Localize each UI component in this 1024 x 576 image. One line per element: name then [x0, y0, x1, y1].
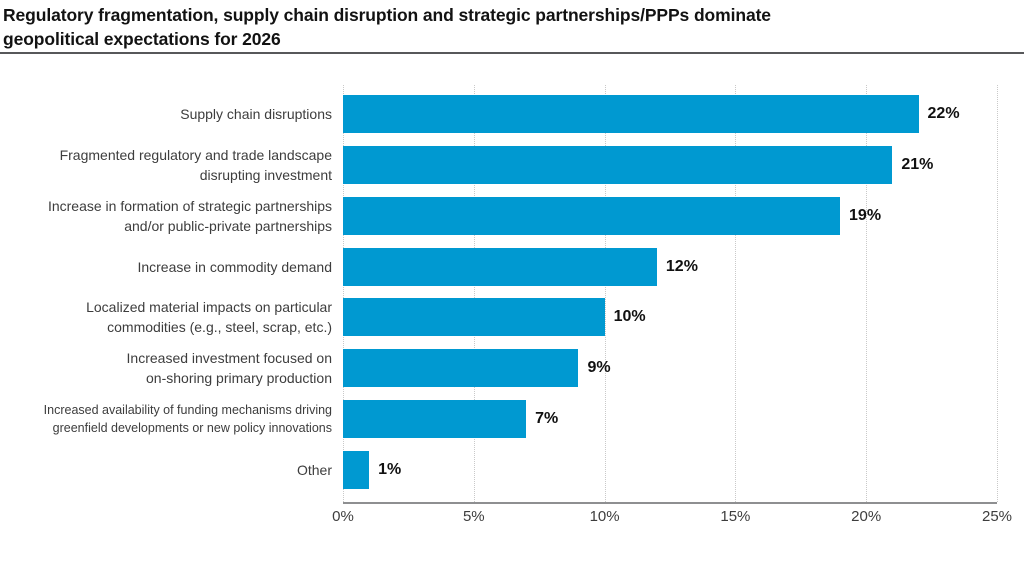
bar: [343, 196, 841, 235]
x-tick-label: 5%: [462, 508, 485, 525]
bar-row: 7%: [343, 400, 997, 439]
category-label: Increase in commodity demand: [137, 258, 332, 275]
bar-row: 10%: [343, 298, 997, 337]
plot-area: 22% 21% 19% 12% 10% 9% 7% 1%: [343, 85, 998, 504]
bar: [343, 247, 657, 286]
bar-row: 9%: [343, 349, 997, 388]
bar-value-label: 10%: [613, 308, 646, 326]
bar-row: 19%: [343, 196, 997, 235]
bar-value-label: 1%: [378, 460, 402, 478]
x-tick-label: 20%: [851, 508, 882, 525]
gridline-5: [473, 85, 475, 502]
bar: [343, 95, 919, 133]
category-label: Increase in formation of strategic partn…: [47, 197, 332, 234]
bar-value-label: 12%: [665, 257, 698, 275]
category-label: Increased investment focused on on-shori…: [126, 350, 332, 387]
x-tick-label: 15%: [720, 508, 751, 525]
gridline-20: [866, 85, 868, 502]
bar-row: 12%: [343, 247, 997, 286]
bar-value-label: 19%: [849, 206, 882, 224]
bar-row: 1%: [343, 450, 997, 489]
bar-row: 21%: [343, 145, 997, 184]
chart-title-line2: geopolitical expectations for 2026: [3, 29, 281, 49]
category-label: Other: [296, 461, 332, 478]
bar: [343, 349, 579, 388]
bar: [343, 145, 893, 184]
x-tick-label: 0%: [332, 508, 354, 525]
chart-title: Regulatory fragmentation, supply chain d…: [3, 3, 1019, 51]
category-label: Increased availability of funding mechan…: [43, 403, 332, 436]
bar-value-label: 9%: [587, 359, 611, 377]
category-label: Supply chain disruptions: [180, 106, 332, 122]
bar-row: 22%: [343, 95, 997, 133]
gridline-25: [997, 85, 998, 502]
bar-value-label: 22%: [927, 105, 960, 122]
gridline-0: [343, 85, 344, 502]
bar-value-label: 7%: [535, 410, 559, 428]
title-divider: [0, 52, 1024, 54]
bar: [343, 400, 527, 439]
category-label: Localized material impacts on particular…: [86, 299, 332, 336]
gridline-10: [604, 85, 606, 502]
gridline-15: [735, 85, 737, 502]
x-tick-label: 25%: [981, 508, 1013, 525]
bar: [343, 450, 370, 489]
category-label: Fragmented regulatory and trade landscap…: [59, 146, 332, 183]
bar: [343, 298, 605, 337]
bar-value-label: 21%: [901, 155, 934, 173]
x-tick-label: 10%: [589, 508, 620, 525]
chart-title-line1: Regulatory fragmentation, supply chain d…: [3, 5, 771, 25]
